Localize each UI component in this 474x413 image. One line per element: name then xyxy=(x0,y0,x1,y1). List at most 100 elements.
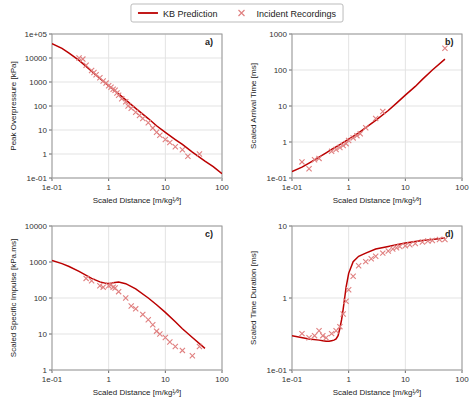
marker xyxy=(197,344,202,349)
legend-item: Incident Recordings xyxy=(238,9,336,19)
marker xyxy=(113,88,118,93)
marker xyxy=(346,138,351,143)
tick-label: 10000 xyxy=(25,54,48,63)
tick-label: 100 xyxy=(34,102,48,111)
marker xyxy=(163,335,168,340)
tick-label: 1 xyxy=(283,138,288,147)
marker xyxy=(140,116,145,121)
tick-label: 100 xyxy=(455,375,469,384)
plot-area xyxy=(52,34,222,178)
data-group xyxy=(292,46,448,172)
marker xyxy=(403,243,408,248)
marker xyxy=(133,306,138,311)
plot-area xyxy=(292,34,462,178)
marker xyxy=(329,149,334,154)
y-axis-label: Scaled Specific Impulse [kPa.ms] xyxy=(9,239,18,357)
legend-frame xyxy=(131,4,343,22)
tick-label: 10 xyxy=(401,183,410,192)
tick-label: 1e+05 xyxy=(25,30,48,39)
marker xyxy=(140,312,145,317)
subplot: 1e-011101001e-011101001000Scaled Distanc… xyxy=(249,30,469,205)
data-group xyxy=(292,237,448,341)
data-group xyxy=(52,44,222,174)
tick-label: 1e-01 xyxy=(27,174,48,183)
x-axis-label: Scaled Distance [m/kg¹⁄³] xyxy=(333,388,421,397)
tick-label: 10 xyxy=(38,126,47,135)
marker xyxy=(363,125,368,130)
tick-label: 10 xyxy=(161,183,170,192)
legend-swatch xyxy=(238,10,244,16)
plot-frame xyxy=(52,226,222,370)
annotation: a) xyxy=(205,37,213,47)
marker xyxy=(407,242,412,247)
marker xyxy=(358,131,363,136)
marker xyxy=(84,63,89,68)
marker xyxy=(341,311,346,316)
marker xyxy=(299,159,304,164)
marker xyxy=(437,237,442,242)
marker xyxy=(369,256,374,261)
tick-label: 100 xyxy=(274,66,288,75)
legend: KB PredictionIncident Recordings xyxy=(131,4,343,22)
marker xyxy=(420,239,425,244)
subplot: 1e-011101001e-011101001000100001e+05Scal… xyxy=(9,30,229,205)
line xyxy=(292,238,445,341)
marker xyxy=(167,140,172,145)
legend-label: Incident Recordings xyxy=(256,9,336,19)
marker xyxy=(316,328,321,333)
marker xyxy=(101,78,106,83)
marker xyxy=(351,274,356,279)
marker xyxy=(337,324,342,329)
marker xyxy=(173,344,178,349)
tick-label: 1000 xyxy=(29,78,47,87)
tick-label: 100 xyxy=(215,183,229,192)
marker xyxy=(356,263,361,268)
marker xyxy=(312,157,317,162)
grid-line xyxy=(292,298,462,299)
tick-label: 10000 xyxy=(25,222,48,231)
marker xyxy=(397,244,402,249)
marker xyxy=(146,120,151,125)
marker xyxy=(167,339,172,344)
marker xyxy=(101,285,106,290)
tick-label: 100 xyxy=(34,294,48,303)
tick-label: 10 xyxy=(401,375,410,384)
tick-label: 1 xyxy=(106,375,111,384)
marker xyxy=(123,295,128,300)
tick-label: 10 xyxy=(38,330,47,339)
tick-label: 10 xyxy=(161,375,170,384)
tick-label: 1e-01 xyxy=(282,375,303,384)
marker xyxy=(430,238,435,243)
y-axis-label: Peak Overpressure [kPa] xyxy=(9,61,18,150)
marker xyxy=(413,241,418,246)
tick-label: 10 xyxy=(278,102,287,111)
grid-line xyxy=(52,130,222,131)
tick-label: 10 xyxy=(278,222,287,231)
marker xyxy=(324,335,329,340)
tick-label: 1e-01 xyxy=(267,366,288,375)
x-axis-label: Scaled Distance [m/kg¹⁄³] xyxy=(93,196,181,205)
marker xyxy=(163,137,168,142)
plot-area xyxy=(292,226,462,370)
grid-line xyxy=(292,142,462,143)
tick-label: 1 xyxy=(43,366,48,375)
marker xyxy=(150,322,155,327)
marker xyxy=(116,289,121,294)
marker xyxy=(76,55,81,60)
plot-frame xyxy=(52,34,222,178)
marker xyxy=(119,96,124,101)
marker xyxy=(316,156,321,161)
marker xyxy=(80,56,85,61)
annotation: d) xyxy=(445,229,454,239)
marker xyxy=(346,287,351,292)
marker xyxy=(380,251,385,256)
grid-line xyxy=(52,82,222,83)
chart: 1e-01 1 10 100 1e-01 1 10 100 1000 10000 1e+05 Scal… xyxy=(0,0,474,413)
marker xyxy=(89,278,94,283)
y-axis-label: Scaled Arrival Time [ms] xyxy=(249,63,258,149)
grid-line xyxy=(292,70,462,71)
marker xyxy=(299,331,304,336)
plot-area xyxy=(52,226,222,370)
data-group xyxy=(52,261,205,359)
tick-label: 100 xyxy=(215,375,229,384)
